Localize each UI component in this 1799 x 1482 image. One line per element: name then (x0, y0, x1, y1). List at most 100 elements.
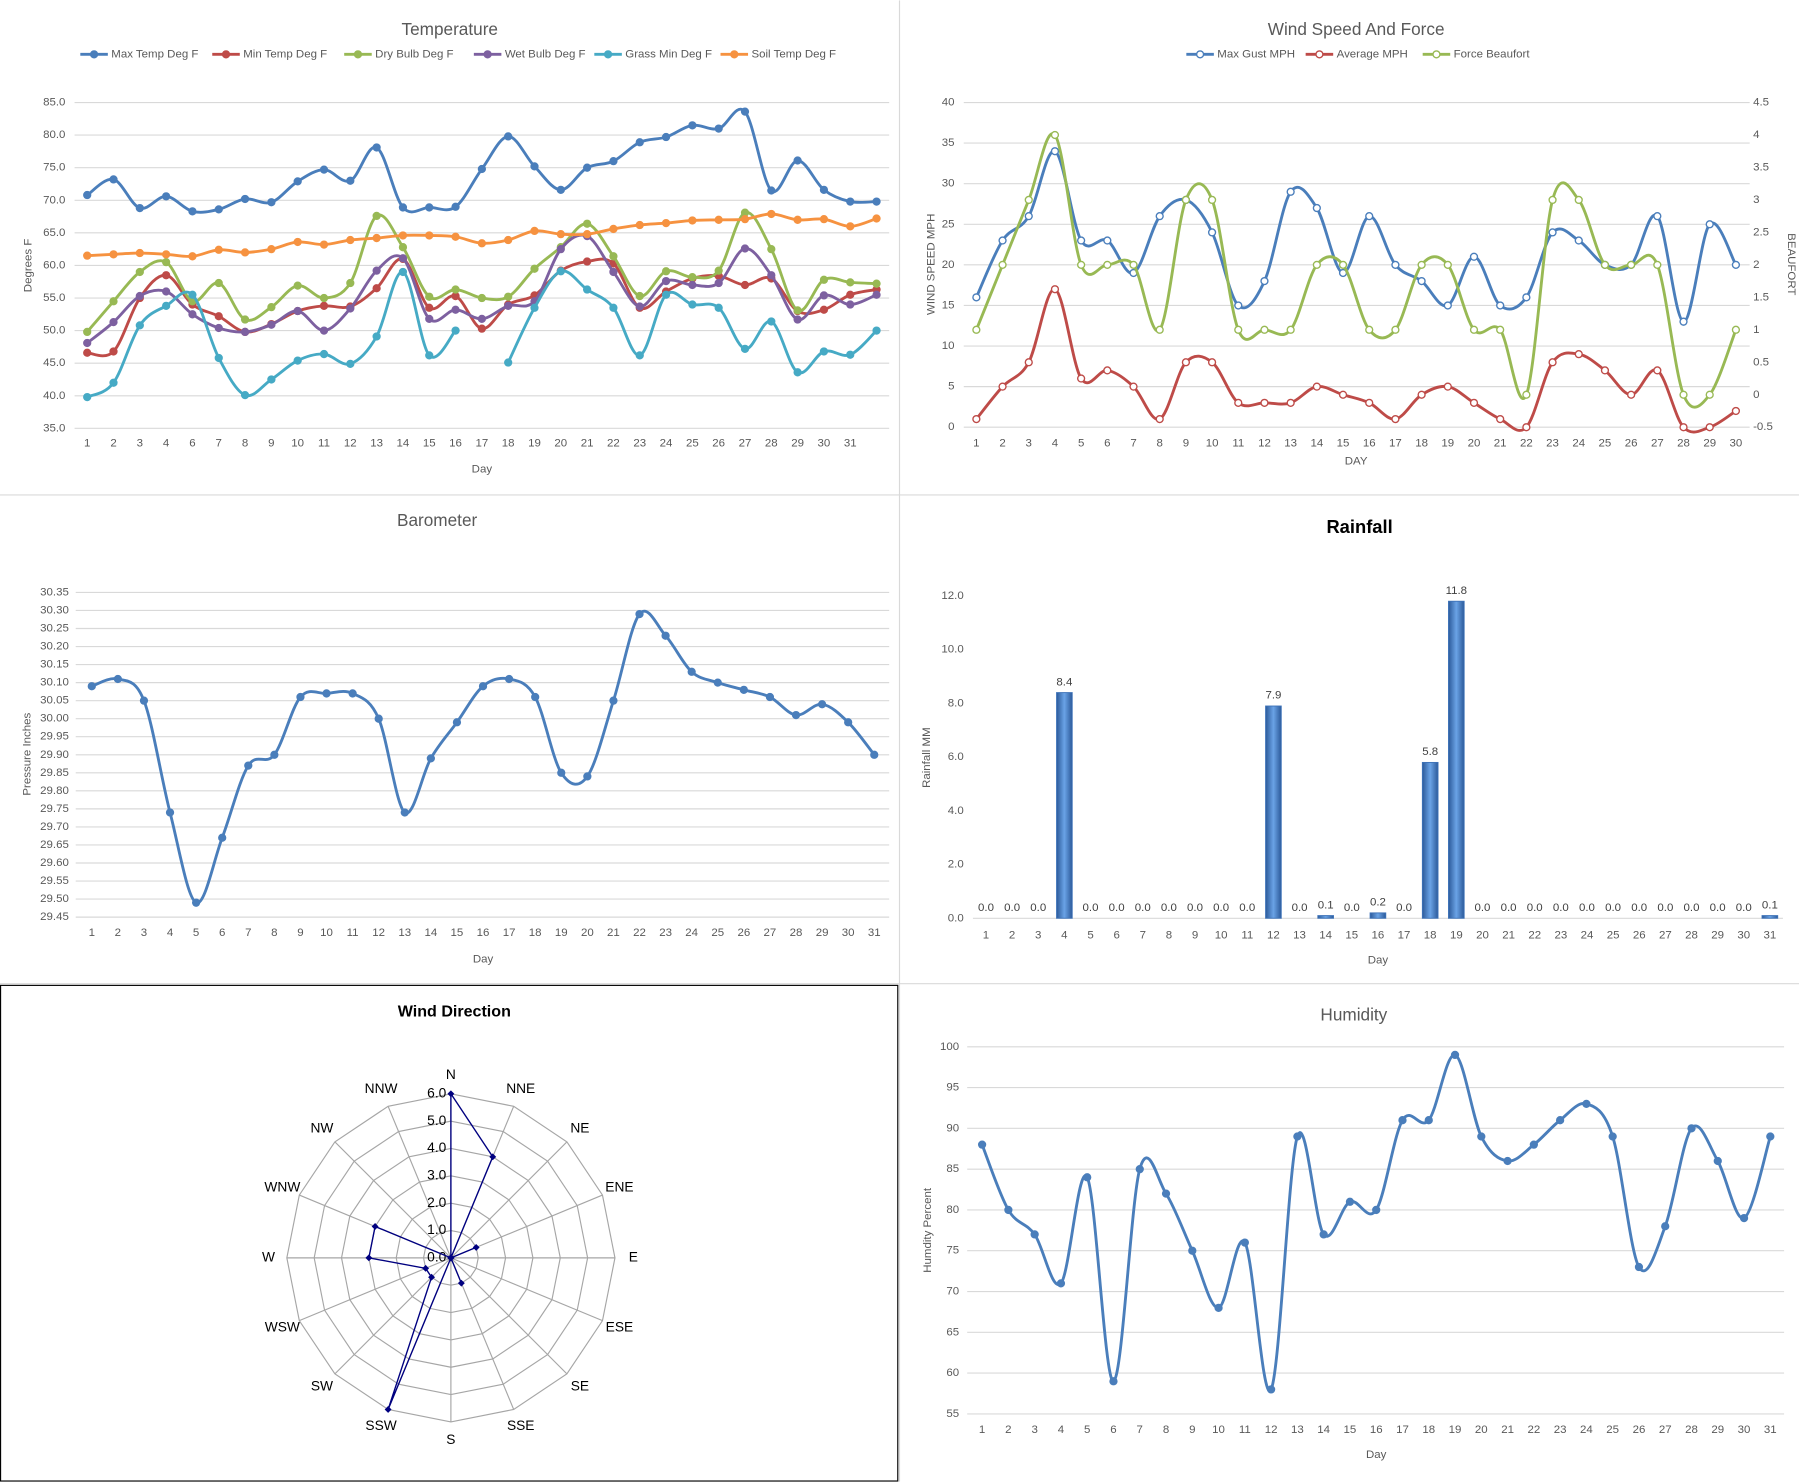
y2-tick-label: -0.5 (1753, 421, 1773, 433)
x-tick-label: 1 (89, 927, 95, 939)
data-point (451, 285, 460, 294)
data-point (998, 236, 1007, 245)
radar-line (368, 1091, 494, 1410)
y-tick-label: 45.0 (43, 357, 65, 369)
x-tick-label: 31 (1763, 930, 1776, 942)
chart-title: Humidity (1320, 1004, 1387, 1024)
data-point (372, 266, 381, 275)
x-tick-label: 18 (529, 927, 542, 939)
legend-label: Soil Temp Deg F (751, 48, 836, 60)
bar (1369, 912, 1387, 919)
data-point (1417, 390, 1426, 399)
y-tick-label: 80 (946, 1204, 959, 1216)
x-tick-label: 27 (1659, 1424, 1672, 1436)
x-tick-label: 10 (1206, 437, 1219, 449)
data-point (1653, 212, 1662, 221)
data-point (426, 754, 435, 763)
data-point (1207, 228, 1217, 237)
data-point (135, 267, 144, 277)
data-point (1705, 220, 1714, 229)
data-point (583, 772, 592, 781)
data-point (83, 348, 92, 357)
data-point (1555, 1116, 1565, 1125)
data-point (293, 306, 302, 316)
data-point (661, 218, 671, 228)
data-point (819, 347, 829, 356)
data-point (1234, 398, 1243, 407)
data-point (240, 194, 250, 204)
y-tick-label: 85.0 (43, 97, 65, 109)
data-point (346, 235, 355, 245)
y-axis-title: Degrees F (23, 239, 35, 293)
x-tick-label: 9 (1189, 1424, 1195, 1436)
data-point (740, 344, 750, 353)
x-tick-label: 30 (1730, 437, 1743, 449)
data-point (113, 674, 122, 684)
legend-label: Min Temp Deg F (243, 48, 327, 60)
data-point (582, 230, 592, 239)
data-point (162, 287, 171, 296)
y-tick-label: 29.65 (40, 839, 69, 851)
legend-marker (483, 50, 492, 59)
data-point (1731, 325, 1741, 334)
x-tick-label: 24 (1581, 930, 1594, 942)
data-point (1574, 350, 1583, 359)
x-tick-label: 23 (659, 927, 672, 939)
radar-category-label: NNE (506, 1081, 535, 1096)
y2-tick-label: 3 (1753, 194, 1759, 206)
data-point (1083, 1173, 1092, 1182)
data-point (740, 244, 750, 253)
x-tick-label: 29 (1711, 1424, 1724, 1436)
radar-category-label: ENE (605, 1180, 633, 1195)
data-point (1548, 358, 1557, 367)
data-point (1739, 1213, 1749, 1223)
x-tick-label: 5 (193, 927, 199, 939)
x-tick-label: 20 (581, 927, 594, 939)
x-tick-label: 20 (1475, 1424, 1488, 1436)
radar-category-label: ESE (606, 1319, 634, 1334)
data-point (1266, 1385, 1276, 1394)
x-tick-label: 22 (1520, 437, 1533, 449)
x-tick-label: 7 (216, 437, 222, 449)
radar-point (384, 1406, 392, 1413)
data-point (372, 233, 381, 243)
x-tick-label: 14 (1317, 1424, 1330, 1436)
data-point (191, 898, 201, 907)
data-label: 0.0 (1030, 902, 1046, 914)
x-tick-label: 19 (1449, 1424, 1462, 1436)
x-tick-label: 5 (1084, 1424, 1090, 1436)
data-point (504, 358, 513, 367)
data-point (740, 280, 750, 290)
data-point (1312, 260, 1321, 269)
y2-tick-label: 3.5 (1753, 161, 1769, 173)
data-point (109, 347, 118, 356)
x-tick-label: 9 (297, 927, 303, 939)
data-point (293, 281, 302, 290)
data-label: 0.0 (1710, 902, 1726, 914)
panel-border (0, 984, 899, 1482)
data-point (819, 275, 829, 284)
x-tick-label: 11 (347, 927, 359, 939)
y-tick-label: 70 (946, 1286, 959, 1298)
data-point (793, 306, 802, 315)
data-point (214, 245, 223, 254)
data-point (688, 273, 697, 282)
data-point (165, 808, 175, 817)
x-tick-label: 8 (1163, 1424, 1169, 1436)
data-point (1634, 1262, 1644, 1272)
bar (1265, 705, 1282, 919)
data-point (767, 186, 776, 195)
y-tick-label: 55 (946, 1408, 959, 1420)
data-point (1529, 1140, 1538, 1149)
x-tick-label: 30 (842, 927, 855, 939)
data-point (83, 338, 92, 348)
data-point (1627, 390, 1636, 399)
data-point (162, 271, 171, 280)
data-point (1286, 325, 1295, 334)
data-point (451, 232, 460, 241)
data-point (504, 292, 513, 301)
x-tick-label: 18 (1422, 1424, 1435, 1436)
data-point (1181, 358, 1191, 367)
x-tick-label: 31 (1764, 1424, 1777, 1436)
x-tick-label: 27 (764, 927, 777, 939)
